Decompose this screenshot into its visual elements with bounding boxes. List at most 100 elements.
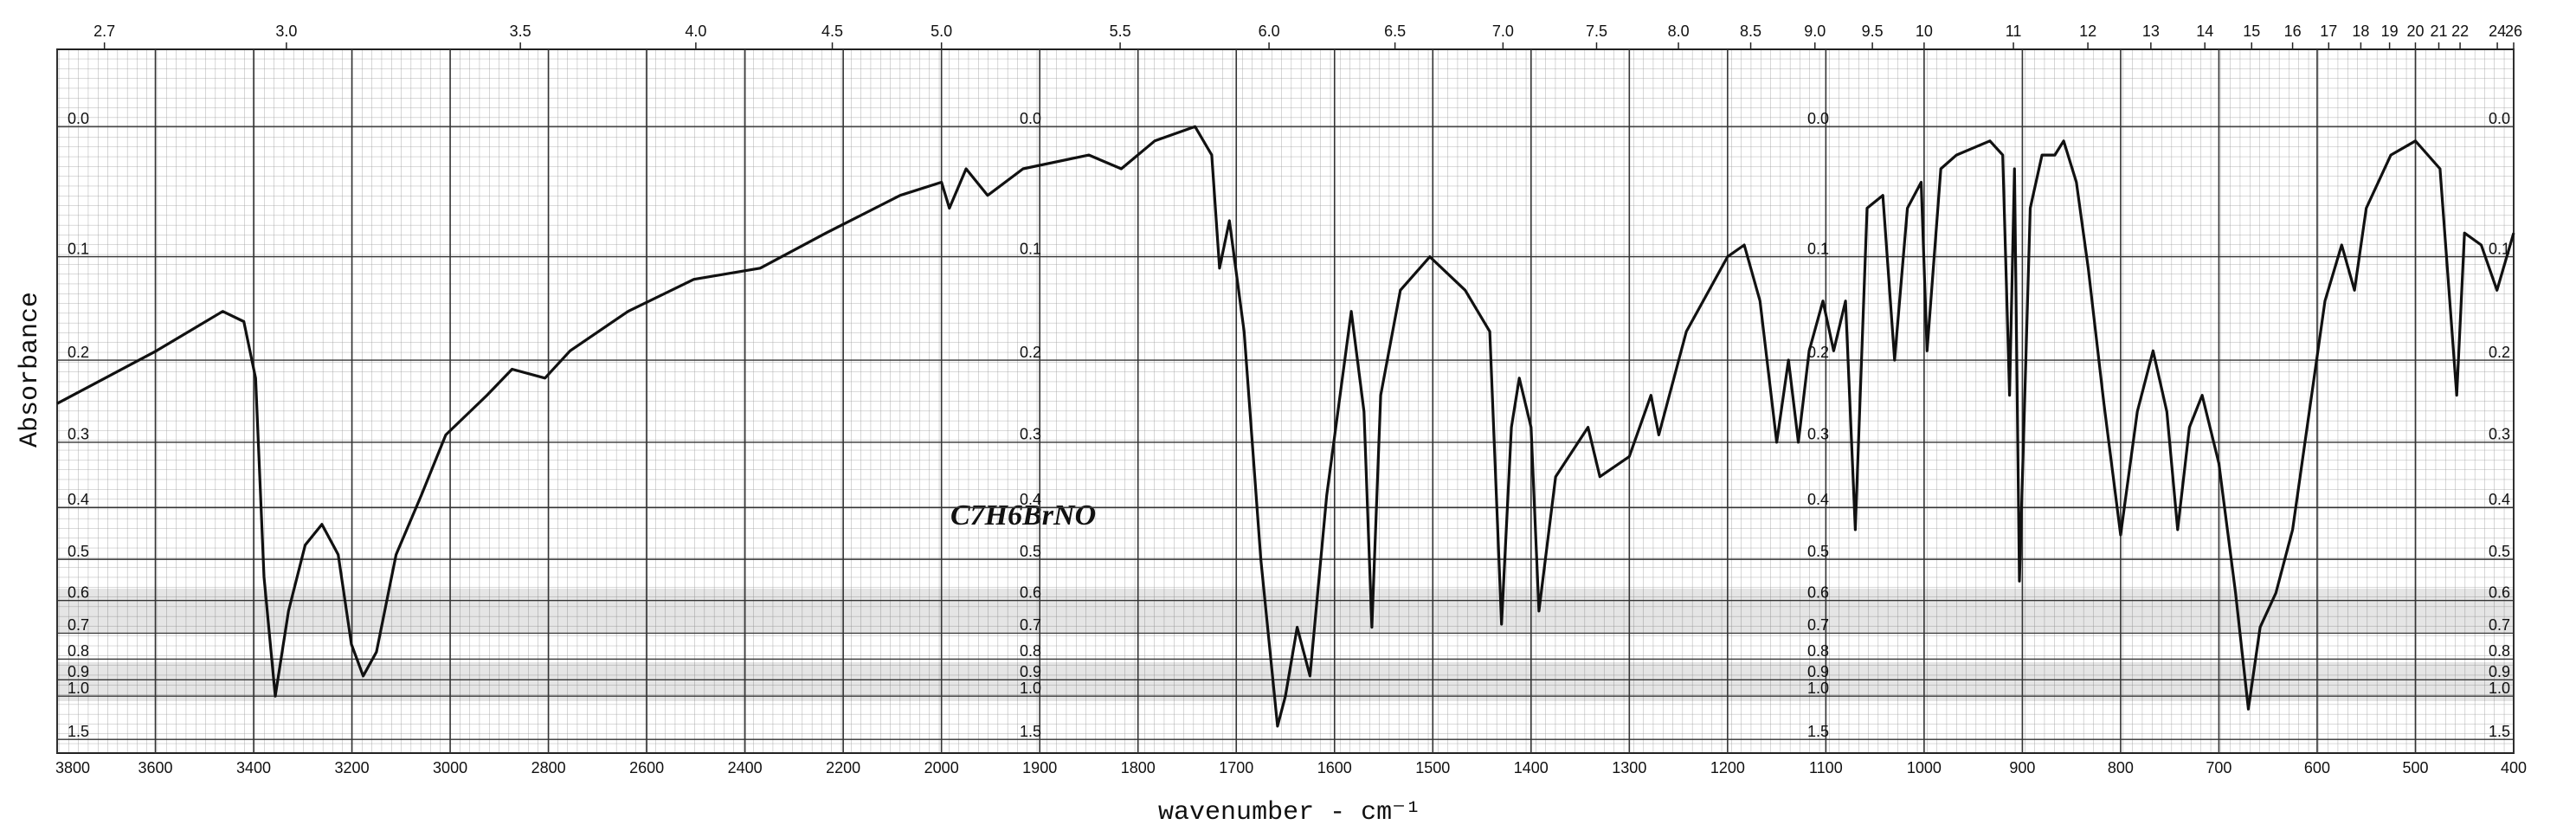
x2-tick-label: 17 <box>2320 23 2337 40</box>
y-tick-label: 0.3 <box>2489 426 2510 443</box>
y-tick-label: 0.1 <box>1807 240 1829 257</box>
x-tick-label: 500 <box>2402 759 2428 776</box>
y-tick-label: 0.5 <box>1020 543 1041 560</box>
y-tick-label: 0.6 <box>2489 583 2510 601</box>
y-tick-label: 0.1 <box>2489 240 2510 257</box>
y-tick-label: 0.8 <box>68 642 89 660</box>
x2-tick-label: 19 <box>2381 23 2399 40</box>
x2-tick-label: 5.0 <box>931 23 952 40</box>
y-tick-label: 0.9 <box>1020 663 1041 680</box>
y-tick-label: 0.2 <box>2489 344 2510 361</box>
y-tick-label: 0.6 <box>1807 583 1829 601</box>
y-tick-label: 0.5 <box>2489 543 2510 560</box>
x-tick-label: 2600 <box>629 759 664 776</box>
spectrum-line <box>56 125 2515 728</box>
y-tick-label: 0.6 <box>1020 583 1041 601</box>
x2-tick-label: 18 <box>2352 23 2369 40</box>
y-tick-label: 0.0 <box>2489 110 2510 127</box>
x2-tick-label: 13 <box>2142 23 2160 40</box>
x-tick-label: 1900 <box>1022 759 1057 776</box>
x-tick-label: 1500 <box>1415 759 1450 776</box>
y-tick-label: 0.8 <box>1807 642 1829 660</box>
x-tick-label: 800 <box>2108 759 2134 776</box>
x-tick-label: 3000 <box>433 759 467 776</box>
x-tick-label: 600 <box>2304 759 2330 776</box>
x2-tick-label: 3.0 <box>275 23 297 40</box>
y-tick-label: 0.3 <box>68 426 89 443</box>
y-tick-label: 1.5 <box>1807 723 1829 740</box>
y-tick-label: 0.3 <box>1020 426 1041 443</box>
x2-tick-label: 12 <box>2079 23 2096 40</box>
x2-tick-label: 5.5 <box>1110 23 1131 40</box>
x-tick-label: 2000 <box>924 759 959 776</box>
y-tick-label: 0.0 <box>68 110 89 127</box>
y-tick-label: 0.0 <box>1020 110 1041 127</box>
x-tick-label: 1700 <box>1219 759 1253 776</box>
y-tick-label: 0.9 <box>1807 663 1829 680</box>
y-tick-label: 0.2 <box>1020 344 1041 361</box>
x-tick-label: 1800 <box>1121 759 1156 776</box>
y-tick-label: 0.4 <box>68 491 89 508</box>
graph-paper <box>57 49 2514 753</box>
x2-tick-label: 8.0 <box>1668 23 1690 40</box>
x-tick-label: 1300 <box>1612 759 1646 776</box>
x2-tick-label: 15 <box>2243 23 2260 40</box>
x2-tick-label: 8.5 <box>1740 23 1761 40</box>
y-tick-label: 1.5 <box>1020 723 1041 740</box>
x-tick-label: 3200 <box>335 759 370 776</box>
x-tick-label: 1600 <box>1317 759 1352 776</box>
x2-tick-label: 6.5 <box>1384 23 1406 40</box>
x-tick-label: 400 <box>2501 759 2527 776</box>
y-tick-label: 1.0 <box>68 680 89 697</box>
x-tick-label: 1000 <box>1907 759 1942 776</box>
y-tick-label: 0.3 <box>1807 426 1829 443</box>
y-tick-label: 0.0 <box>1807 110 1829 127</box>
y-axis-title: Absorbance <box>16 292 45 448</box>
x-tick-label: 2400 <box>728 759 763 776</box>
y-tick-label: 1.5 <box>2489 723 2510 740</box>
y-tick-label: 1.0 <box>1020 680 1041 697</box>
y-tick-label: 0.2 <box>1807 344 1829 361</box>
x2-tick-label: 6.0 <box>1259 23 1280 40</box>
x-tick-label: 2200 <box>826 759 860 776</box>
y-tick-label: 0.4 <box>1020 491 1041 508</box>
y-tick-label: 0.4 <box>1807 491 1829 508</box>
y-tick-label: 0.8 <box>2489 642 2510 660</box>
y-tick-label: 0.8 <box>1020 642 1041 660</box>
x-tick-label: 3400 <box>236 759 271 776</box>
x2-tick-label: 24 <box>2489 23 2506 40</box>
x-tick-label: 700 <box>2206 759 2231 776</box>
x-axis-title: wavenumber - cm⁻¹ <box>1158 798 1421 828</box>
x2-tick-label: 7.5 <box>1586 23 1607 40</box>
y-tick-label: 0.2 <box>68 344 89 361</box>
x2-tick-label: 2.7 <box>93 23 115 40</box>
y-tick-label: 0.7 <box>1020 616 1041 634</box>
y-tick-label: 0.5 <box>1807 543 1829 560</box>
x2-tick-label: 16 <box>2284 23 2302 40</box>
y-tick-label: 1.5 <box>68 723 89 740</box>
y-tick-label: 0.6 <box>68 583 89 601</box>
y-tick-label: 0.4 <box>2489 491 2510 508</box>
y-tick-label: 0.7 <box>68 616 89 634</box>
x2-tick-label: 3.5 <box>510 23 531 40</box>
x2-tick-label: 11 <box>2006 23 2022 40</box>
x2-tick-label: 4.0 <box>685 23 706 40</box>
y-tick-label: 1.0 <box>2489 680 2510 697</box>
x2-tick-label: 9.5 <box>1862 23 1884 40</box>
y-tick-label: 0.9 <box>2489 663 2510 680</box>
x2-tick-label: 21 <box>2430 23 2447 40</box>
x2-tick-label: 4.5 <box>821 23 843 40</box>
x-tick-label: 1200 <box>1710 759 1745 776</box>
x-tick-label: 2800 <box>531 759 566 776</box>
y-tick-label: 0.7 <box>1807 616 1829 634</box>
y-tick-label: 0.9 <box>68 663 89 680</box>
annotation: C7H6BrNO <box>950 499 1096 531</box>
x2-tick-label: 22 <box>2451 23 2469 40</box>
y-tick-label: 0.5 <box>68 543 89 560</box>
x-tick-label: 900 <box>2009 759 2035 776</box>
x2-tick-label: 20 <box>2406 23 2424 40</box>
x2-tick-label: 9.0 <box>1804 23 1826 40</box>
y-tick-label: 0.7 <box>2489 616 2510 634</box>
